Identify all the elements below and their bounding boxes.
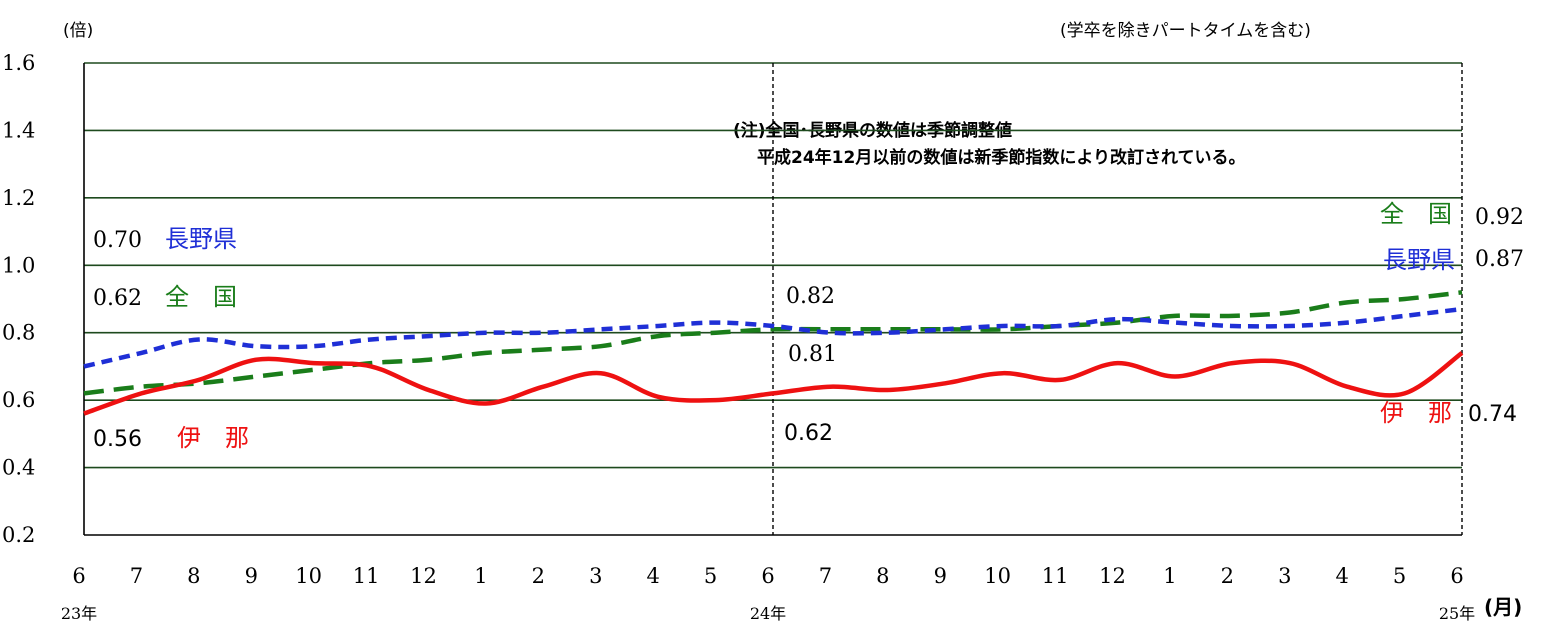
note-line-2: 平成24年12月以前の数値は新季節指数により改訂されている。 <box>757 147 1245 168</box>
top-note: (学卒を除きパートタイムを含む) <box>1060 21 1311 41</box>
x-tick-label: 4 <box>1335 564 1348 588</box>
series-line <box>83 351 1464 416</box>
start-value-label: 0.70 <box>93 228 142 253</box>
series-name-label: 伊 那 <box>177 424 249 452</box>
x-tick-label: 8 <box>187 564 200 588</box>
series-name-label: 全 国 <box>1380 200 1452 228</box>
series-line <box>83 306 1463 369</box>
y-tick-label: 0.6 <box>2 388 35 412</box>
x-tick-label: 12 <box>1099 564 1126 588</box>
x-tick-label: 5 <box>1393 564 1406 588</box>
x-tick-label: 7 <box>819 564 832 588</box>
series-line <box>83 290 1463 396</box>
x-tick-label: 8 <box>876 564 889 588</box>
y-tick-label: 0.4 <box>2 456 35 480</box>
x-tick-label: 3 <box>1278 564 1291 588</box>
y-axis-unit-label: (倍) <box>63 21 93 41</box>
end-value-label: 0.74 <box>1468 402 1517 427</box>
x-tick-label: 6 <box>761 564 774 588</box>
y-tick-label: 1.2 <box>2 186 35 210</box>
year-label: 24年 <box>750 604 786 623</box>
x-tick-label: 6 <box>1450 564 1463 588</box>
grid-layer <box>83 62 1463 536</box>
series-layer <box>83 290 1464 416</box>
end-value-label: 0.87 <box>1475 247 1524 272</box>
series-name-label: 全 国 <box>165 283 237 311</box>
series-name-label: 長野県 <box>165 225 237 253</box>
y-tick-label: 0.8 <box>2 321 35 345</box>
x-tick-label: 3 <box>589 564 602 588</box>
start-value-label: 0.62 <box>93 286 142 311</box>
x-tick-label: 1 <box>1163 564 1176 588</box>
year-label: 23年 <box>61 604 97 623</box>
y-tick-label: 0.2 <box>2 523 35 547</box>
year-label: 25年 <box>1439 604 1475 623</box>
label-layer: 0.20.40.60.81.01.21.41.66 7 8 9 10 11 12 1 2 3 4 5 6… <box>2 51 1524 623</box>
start-value-label: 0.56 <box>93 427 142 452</box>
x-tick-label: 12 <box>410 564 437 588</box>
series-name-label: 伊 那 <box>1380 399 1452 427</box>
x-tick-label: 2 <box>532 564 545 588</box>
x-tick-label: 4 <box>646 564 659 588</box>
x-tick-label: 5 <box>704 564 717 588</box>
x-tick-label: 1 <box>474 564 487 588</box>
y-tick-label: 1.0 <box>2 253 35 277</box>
x-tick-label: 9 <box>245 564 258 588</box>
x-tick-label: 7 <box>130 564 143 588</box>
x-tick-label: 11 <box>1042 564 1069 588</box>
y-tick-label: 1.6 <box>2 51 35 75</box>
mid-value-label: 0.62 <box>784 421 833 446</box>
series-name-label: 長野県 <box>1383 246 1455 274</box>
x-tick-label: 10 <box>295 564 322 588</box>
mid-value-label: 0.82 <box>786 284 835 309</box>
mid-value-label: 0.81 <box>788 342 837 367</box>
x-tick-label: 11 <box>353 564 380 588</box>
x-tick-label: 2 <box>1221 564 1234 588</box>
x-axis-unit-label: (月) <box>1484 595 1522 619</box>
y-tick-label: 1.4 <box>2 118 35 142</box>
x-tick-label: 10 <box>984 564 1011 588</box>
x-tick-label: 6 <box>72 564 85 588</box>
x-tick-label: 9 <box>934 564 947 588</box>
end-value-label: 0.92 <box>1475 205 1524 230</box>
